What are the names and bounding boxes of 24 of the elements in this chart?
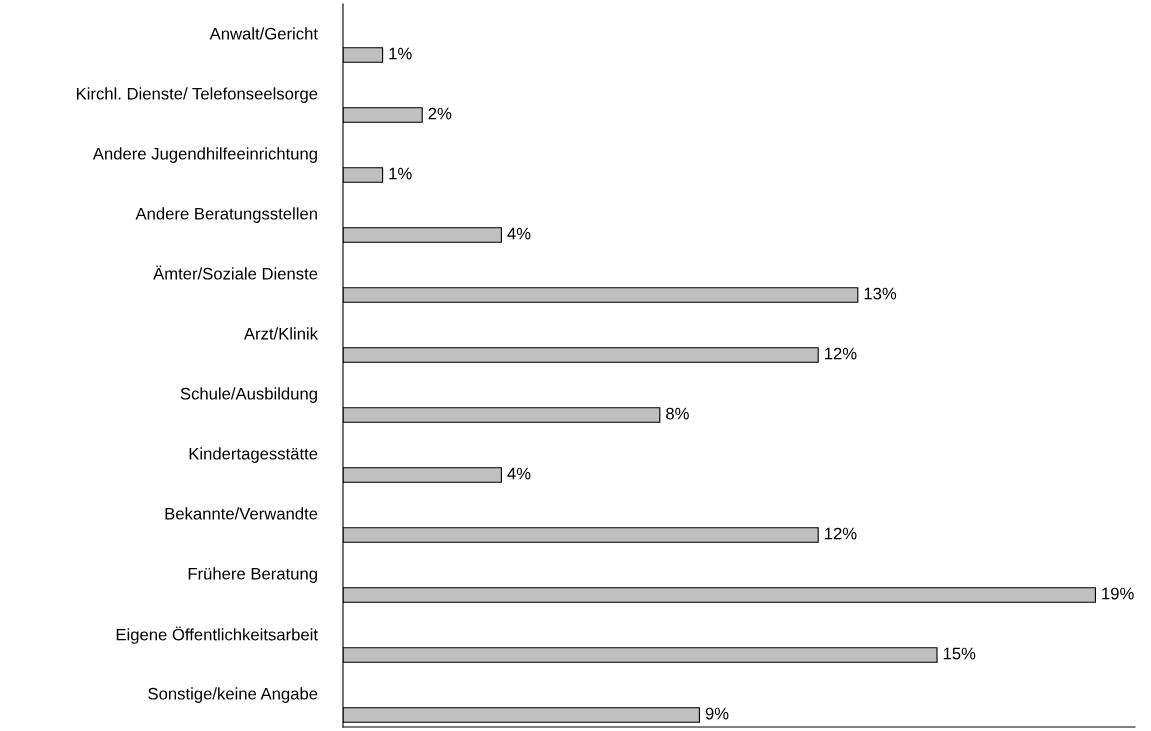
y-tick-label: Frühere Beratung xyxy=(188,567,317,583)
y-tick-label: Andere Jugendhilfeeinrichtung xyxy=(92,147,317,163)
y-tick-label: Eigene Öffentlichkeitsarbeit xyxy=(116,626,318,644)
data-label: 15% xyxy=(943,647,976,660)
y-tick-label: Anwalt/Gericht xyxy=(209,27,318,40)
data-label: 4% xyxy=(507,227,531,240)
data-label: 19% xyxy=(1102,587,1134,600)
data-label: 13% xyxy=(864,287,897,300)
data-label: 1% xyxy=(389,167,412,180)
y-tick-label: Sonstige/keine Angabe xyxy=(148,687,318,703)
y-tick-label: Andere Beratungsstellen xyxy=(135,207,317,223)
data-label: 8% xyxy=(666,407,689,420)
y-tick-label: Kirchl. Dienste/ Telefonseelsorge xyxy=(76,87,318,103)
y-tick-label: Ämter/Soziale Dienste xyxy=(153,265,318,280)
data-label: 9% xyxy=(705,707,729,720)
y-tick-label: Arzt/Klinik xyxy=(243,327,319,340)
data-label: 12% xyxy=(825,347,857,360)
data-label: 1% xyxy=(389,47,412,60)
y-tick-label: Kindertagesstätte xyxy=(189,447,318,463)
data-label: 12% xyxy=(825,527,857,540)
y-tick-label: Bekannte/Verwandte xyxy=(165,507,318,520)
y-tick-label: Schule/Ausbildung xyxy=(180,387,317,403)
data-label: 4% xyxy=(507,467,531,480)
data-label: 2% xyxy=(428,107,452,120)
